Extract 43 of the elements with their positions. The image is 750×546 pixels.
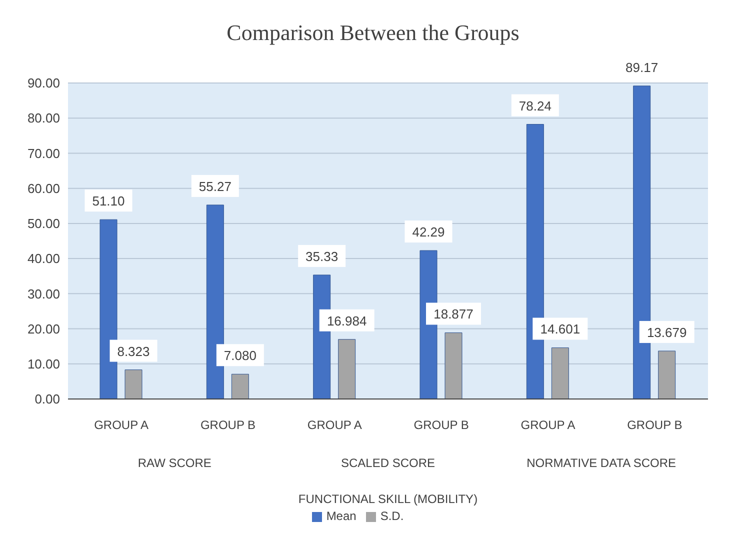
bar xyxy=(338,339,356,399)
bar xyxy=(206,204,224,399)
x-tick-label: GROUP B xyxy=(200,418,256,432)
y-tick-label: 0.00 xyxy=(34,392,60,407)
x-tick-label: GROUP A xyxy=(307,418,362,432)
y-tick-label: 50.00 xyxy=(27,216,60,232)
data-label: 78.24 xyxy=(518,98,552,114)
legend-label: Mean xyxy=(326,509,356,523)
x-tick-label: GROUP A xyxy=(520,418,576,432)
data-label: 7.080 xyxy=(224,348,256,364)
bar xyxy=(444,332,462,399)
y-tick-label: 40.00 xyxy=(27,251,60,266)
bar xyxy=(658,350,676,399)
y-tick-label: 80.00 xyxy=(27,110,60,126)
data-label: 16.984 xyxy=(326,313,367,328)
bar xyxy=(231,374,249,399)
data-label: 42.29 xyxy=(412,224,445,240)
text: RAW SCORE xyxy=(138,456,212,470)
data-label: 35.33 xyxy=(306,248,338,264)
y-tick-label: 10.00 xyxy=(27,356,60,372)
data-label: 89.17 xyxy=(626,60,658,75)
bar xyxy=(551,347,569,399)
bar xyxy=(124,370,142,399)
legend-label: S.D. xyxy=(380,509,404,523)
bar xyxy=(100,219,118,399)
y-tick-label: 70.00 xyxy=(27,146,60,161)
text: NORMATIVE DATA SCORE xyxy=(526,456,676,470)
chart-title: Comparison Between the Groups xyxy=(226,20,520,46)
x-tick-label: GROUP A xyxy=(94,418,149,432)
y-tick-label: 20.00 xyxy=(27,321,60,336)
data-label: 55.27 xyxy=(198,178,232,194)
y-tick-label: 60.00 xyxy=(27,180,60,196)
data-label: 8.323 xyxy=(117,344,150,359)
x-tick-label: GROUP B xyxy=(627,418,682,432)
text: SCALED SCORE xyxy=(340,456,436,470)
y-tick-label: 30.00 xyxy=(27,286,60,302)
x-axis-title: FUNCTIONAL SKILL (MOBILITY) xyxy=(298,492,478,506)
y-tick-label: 90.00 xyxy=(27,76,60,91)
data-label: 18.877 xyxy=(434,306,474,322)
x-tick-label: GROUP B xyxy=(414,418,469,432)
data-label: 51.10 xyxy=(92,194,125,209)
data-label: 14.601 xyxy=(540,322,580,337)
data-label: 13.679 xyxy=(646,324,687,340)
